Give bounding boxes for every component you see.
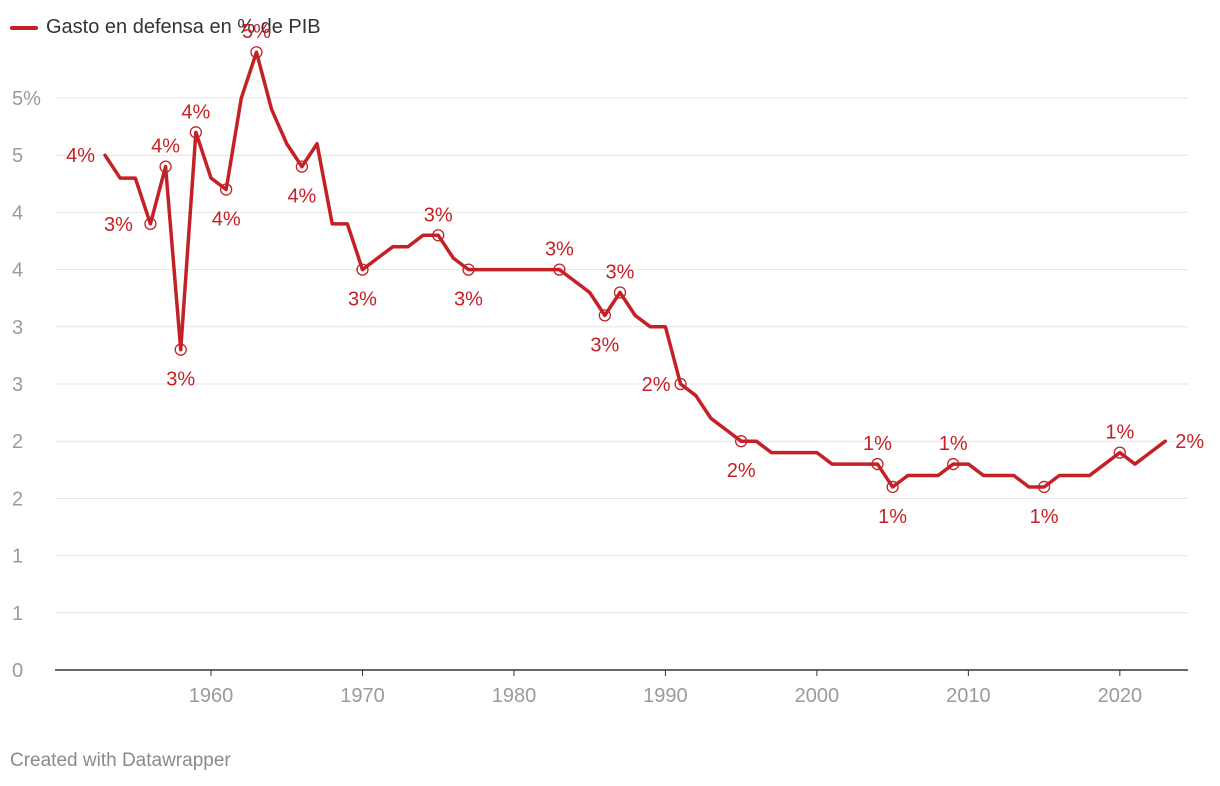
data-point-dot — [875, 462, 880, 466]
data-label: 3% — [104, 214, 133, 236]
data-point-dot — [360, 268, 365, 272]
data-point-marker — [144, 217, 157, 230]
x-tick-label: 1990 — [643, 685, 688, 707]
x-tick-label: 2000 — [795, 685, 840, 707]
data-label: 4% — [181, 101, 210, 123]
data-point-marker — [1113, 446, 1126, 459]
data-point-marker — [674, 377, 687, 391]
data-point-dot — [739, 439, 743, 443]
data-label: 1% — [863, 433, 892, 455]
x-tick-label: 1980 — [492, 685, 537, 707]
data-label: 4% — [287, 186, 316, 208]
data-label: 3% — [424, 204, 453, 226]
y-tick-label: 4 — [12, 202, 23, 224]
x-tick-label: 2010 — [946, 685, 991, 707]
y-tick-label: 2 — [12, 488, 23, 510]
data-label: 1% — [878, 506, 907, 528]
data-label: 5% — [242, 21, 271, 43]
data-point-dot — [557, 268, 561, 272]
data-point-marker — [462, 263, 475, 276]
data-point-marker — [947, 457, 960, 471]
x-tick-label: 2020 — [1098, 685, 1143, 707]
data-point-dot — [300, 165, 304, 169]
data-point-dot — [224, 187, 228, 192]
data-label: 4% — [151, 136, 180, 158]
data-label: 4% — [66, 145, 95, 167]
data-point-marker — [250, 46, 263, 59]
data-label: 3% — [545, 239, 574, 261]
data-point-marker — [174, 343, 187, 356]
y-tick-label: 4 — [12, 260, 23, 282]
data-point-marker — [553, 263, 566, 276]
legend-swatch — [10, 25, 38, 30]
data-label: 3% — [606, 261, 635, 283]
data-point-dot — [194, 130, 198, 134]
data-point-marker — [159, 160, 172, 173]
data-point-dot — [179, 348, 183, 352]
data-point-marker — [871, 457, 884, 471]
data-point-marker — [598, 309, 611, 322]
data-label: 3% — [348, 289, 377, 311]
data-point-dot — [1042, 485, 1046, 489]
data-label: 2% — [1175, 431, 1204, 453]
data-point-dot — [951, 462, 955, 466]
data-point-marker — [613, 286, 627, 299]
data-point-marker — [356, 263, 369, 276]
data-label: 4% — [212, 209, 241, 231]
y-tick-label: 1 — [12, 603, 23, 625]
y-tick-label: 5 — [12, 145, 23, 167]
data-label: 1% — [1105, 422, 1134, 444]
data-label: 3% — [454, 289, 483, 311]
y-tick-label: 1 — [12, 546, 23, 568]
data-point-marker — [189, 126, 203, 139]
chart-legend: Gasto en defensa en % de PIB — [10, 16, 321, 39]
data-label: 1% — [939, 433, 968, 455]
data-point-marker — [886, 480, 899, 494]
data-point-dot — [466, 268, 471, 272]
data-point-marker — [432, 229, 445, 242]
data-point-dot — [436, 233, 440, 237]
data-point-marker — [735, 435, 748, 448]
series-line — [103, 50, 1168, 489]
data-point-dot — [1118, 451, 1122, 455]
data-point-marker — [1037, 480, 1051, 494]
data-point-dot — [163, 165, 168, 169]
y-tick-label: 2 — [12, 431, 23, 453]
footer-credit: Created with Datawrapper — [10, 750, 231, 771]
y-tick-label: 3 — [12, 374, 23, 396]
data-label: 2% — [727, 460, 756, 482]
y-tick-label: 3 — [12, 317, 23, 339]
data-point-dot — [891, 485, 895, 489]
x-tick-label: 1960 — [189, 685, 234, 707]
x-tick-label: 1970 — [340, 685, 385, 707]
legend-label: Gasto en defensa en % de PIB — [46, 16, 321, 38]
y-tick-label: 0 — [12, 660, 23, 682]
data-label: 3% — [590, 334, 619, 356]
data-label: 2% — [642, 374, 671, 396]
data-point-dot — [254, 50, 259, 54]
data-label: 3% — [166, 369, 195, 391]
data-point-dot — [678, 382, 683, 386]
data-label: 1% — [1030, 506, 1059, 528]
data-point-dot — [148, 222, 153, 226]
data-point-dot — [618, 290, 622, 295]
data-point-marker — [295, 160, 309, 173]
data-point-marker — [220, 183, 233, 196]
data-point-dot — [603, 313, 607, 317]
y-tick-label: 5% — [12, 88, 41, 110]
